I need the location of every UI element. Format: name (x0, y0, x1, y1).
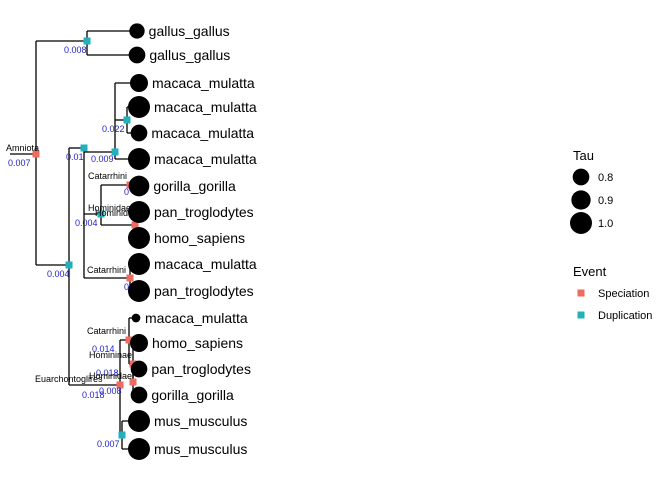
node-markers (32, 37, 139, 439)
tip-point (128, 148, 150, 170)
tip-labels: gallus_gallus gallus_gallus macaca_mulatta… (145, 23, 257, 457)
node-support-label: 0.007 (8, 158, 31, 168)
node-support-label: 0.004 (75, 218, 98, 228)
node-support-label: 0.014 (92, 344, 115, 354)
tip-points (128, 23, 150, 460)
tip-point (128, 410, 150, 432)
legend: Tau 0.8 0.9 1.0 Event Speciation Duplicatio… (570, 148, 652, 322)
node-support-label: 0.008 (99, 386, 122, 396)
tip-point (131, 313, 141, 323)
node-support-label: 0.022 (102, 124, 125, 134)
tip-point (130, 124, 148, 142)
legend-event-items: Speciation Duplication (577, 288, 652, 322)
tip-point (128, 46, 146, 64)
tip-label: homo_sapiens (152, 335, 243, 351)
legend-tau-key (570, 212, 592, 234)
tip-point (130, 334, 148, 352)
legend-tau-title: Tau (573, 148, 594, 163)
legend-event-title: Event (573, 264, 607, 279)
tip-label: pan_troglodytes (151, 361, 251, 377)
tip-point (128, 227, 150, 249)
node-support-label: 0 (124, 282, 129, 292)
node-marker-speciation (32, 150, 40, 158)
legend-tau-label: 0.8 (598, 172, 613, 184)
node-clade-label: Hominidae (89, 371, 132, 381)
tip-label: homo_sapiens (154, 230, 245, 246)
tip-point (128, 175, 150, 197)
legend-event-key (577, 311, 585, 319)
node-clade-label: Homininae (89, 350, 132, 360)
tip-point (128, 438, 150, 460)
node-labels: Amniota0.0070.0080.0040.01Hominidae0.004… (6, 45, 138, 449)
node-marker-duplication (65, 261, 73, 269)
node-marker-duplication (80, 144, 88, 152)
tip-label: macaca_mulatta (154, 256, 257, 272)
tip-label: macaca_mulatta (152, 75, 255, 91)
node-clade-label: Catarrhini (87, 326, 126, 336)
tip-label: gorilla_gorilla (153, 178, 236, 194)
node-support-label: 0.004 (47, 269, 70, 279)
node-marker-duplication (111, 148, 119, 156)
node-clade-label: Hominidae (95, 208, 138, 218)
node-marker-speciation (126, 274, 134, 282)
tip-label: pan_troglodytes (154, 283, 254, 299)
tip-label: gorilla_gorilla (151, 387, 234, 403)
tip-point (130, 360, 148, 378)
node-marker-duplication (123, 116, 131, 124)
tip-point (130, 74, 148, 92)
legend-tau-items: 0.8 0.9 1.0 (570, 168, 613, 234)
tip-point (128, 280, 150, 302)
node-marker-duplication (118, 431, 126, 439)
node-support-label: 0.018 (82, 390, 105, 400)
node-support-label: 0.018 (96, 368, 119, 378)
tip-label: macaca_mulatta (151, 125, 254, 141)
node-marker-speciation (125, 336, 133, 344)
legend-tau-key (572, 168, 590, 186)
node-clade-label: Catarrhini (88, 171, 127, 181)
tip-point (128, 96, 150, 118)
node-marker-duplication (97, 210, 105, 218)
node-support-label: 0.008 (64, 45, 87, 55)
tip-label: mus_musculus (154, 413, 247, 429)
node-clade-label: Amniota (6, 143, 39, 153)
tip-label: gallus_gallus (149, 23, 230, 39)
legend-event-label: Speciation (598, 288, 649, 300)
node-support-label: 0.01 (66, 152, 84, 162)
tip-point (128, 253, 150, 275)
legend-event-label: Duplication (598, 310, 652, 322)
node-support-label: 0.009 (91, 154, 114, 164)
tip-label: mus_musculus (154, 441, 247, 457)
node-marker-duplication (83, 37, 91, 45)
node-clade-label: Catarrhini (87, 265, 126, 275)
tip-point (128, 201, 150, 223)
node-marker-speciation (129, 378, 137, 386)
node-clade-label: Hominidae (88, 203, 131, 213)
node-marker-speciation (116, 381, 124, 389)
node-support-label: 0.007 (97, 439, 120, 449)
legend-tau-key (571, 190, 591, 210)
tip-label: macaca_mulatta (154, 151, 257, 167)
tip-label: pan_troglodytes (154, 204, 254, 220)
node-clade-label: Euarchontoglires (35, 374, 103, 384)
tip-label: macaca_mulatta (154, 99, 257, 115)
tip-point (130, 386, 148, 404)
node-marker-speciation (131, 221, 139, 229)
legend-event-key (577, 289, 585, 297)
legend-tau-label: 0.9 (598, 195, 613, 207)
tip-label: gallus_gallus (149, 47, 230, 63)
tip-point (129, 23, 145, 39)
legend-tau-label: 1.0 (598, 218, 613, 230)
tip-label: macaca_mulatta (145, 310, 248, 326)
node-support-label: 0 (124, 187, 129, 197)
